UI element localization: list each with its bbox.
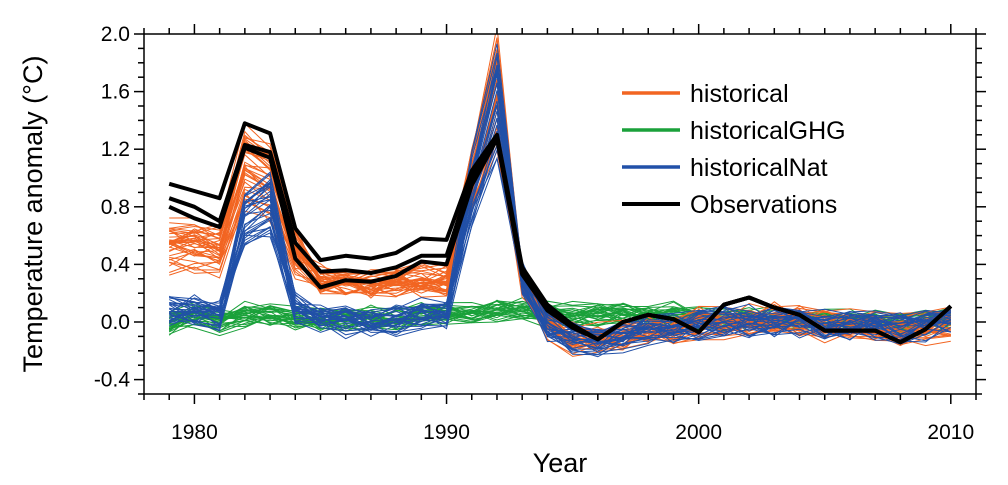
legend-label: historicalGHG [690, 117, 846, 145]
observations-line-3 [168, 137, 953, 345]
historicalNat-member-line [169, 73, 951, 356]
historical-member-line [169, 135, 951, 355]
y-tick-label: 2.0 [101, 23, 130, 46]
y-tick-label: 1.2 [101, 138, 130, 161]
x-tick-label: 1980 [171, 421, 218, 444]
y-tick-label: -0.4 [94, 369, 131, 392]
historicalNat-member-line [169, 56, 951, 342]
historical-member-line [169, 34, 951, 345]
observation-lines [168, 121, 953, 345]
y-tick-label: 0.8 [101, 196, 130, 219]
plot-area [168, 34, 953, 358]
y-axis-title: Temperature anomaly (°C) [18, 56, 48, 373]
x-tick-label: 2010 [927, 421, 974, 444]
legend: historical historicalGHG historicalNat Obse… [622, 80, 846, 219]
plot-frame [143, 33, 977, 395]
axis-tick-labels: 1980 1990 2000 2010 -0.4 0.0 0.4 0.8 1.2 1.6 2.0 [94, 23, 974, 444]
y-tick-label: 0.4 [101, 253, 131, 276]
x-axis-title: Year [533, 448, 588, 478]
x-tick-label: 2000 [675, 421, 722, 444]
y-tick-label: 1.6 [101, 81, 130, 104]
axis-ticks [134, 24, 986, 404]
legend-label: historical [690, 80, 789, 108]
legend-label: historicalNat [690, 154, 828, 182]
historicalNat-member-line [168, 104, 951, 339]
historicalGHG-member-line [168, 300, 951, 330]
legend-label: Observations [690, 191, 837, 219]
y-tick-label: 0.0 [101, 311, 130, 334]
x-tick-label: 1990 [423, 421, 470, 444]
